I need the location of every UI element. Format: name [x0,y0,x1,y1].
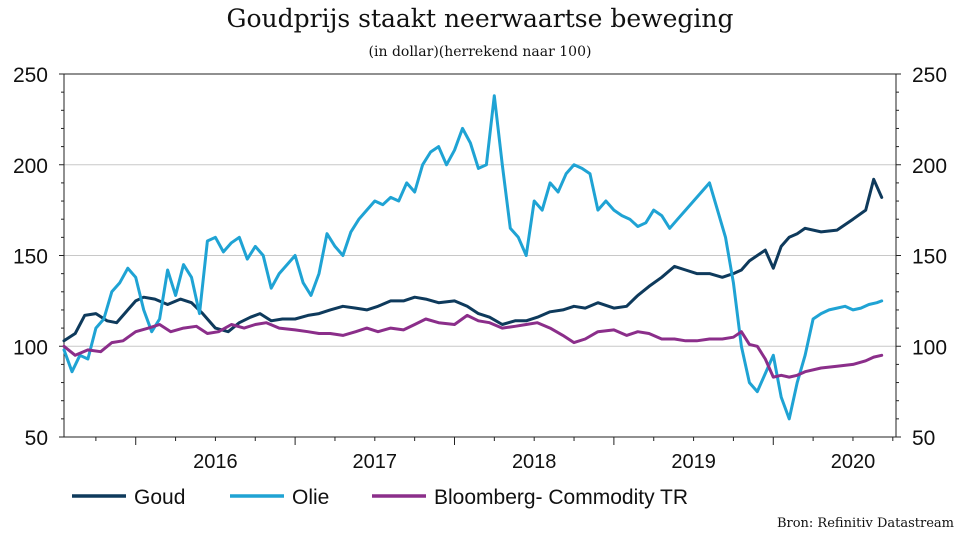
legend-label: Olie [292,486,329,509]
x-tick-label: 2018 [512,451,557,473]
chart-source: Bron: Refinitiv Datastream [776,516,954,531]
y-tick-label-left: 150 [13,246,48,269]
legend-label: Goud [134,486,185,509]
series-line-bloomberg-commodity-tr [62,313,884,379]
y-tick-label-right: 100 [912,336,947,359]
y-tick-label-left: 50 [25,427,48,450]
chart-subtitle: (in dollar)(herrekend naar 100) [368,44,592,60]
y-tick-label-right: 150 [912,246,947,269]
x-tick-label: 2019 [671,451,716,473]
series-line-goud [62,177,884,343]
x-tick-label: 2020 [831,451,876,473]
chart-title: Goudprijs staakt neerwaartse beweging [226,4,734,33]
y-tick-label-left: 200 [13,155,48,178]
x-tick-label: 2016 [193,451,238,473]
y-tick-label-right: 50 [912,427,935,450]
y-tick-label-left: 100 [13,336,48,359]
y-tick-label-right: 250 [912,64,947,87]
series-line-olie [62,94,884,421]
legend-label: Bloomberg- Commodity TR [434,486,688,509]
y-tick-label-right: 200 [912,155,947,178]
x-tick-label: 2017 [353,451,398,473]
y-tick-label-left: 250 [13,64,48,87]
